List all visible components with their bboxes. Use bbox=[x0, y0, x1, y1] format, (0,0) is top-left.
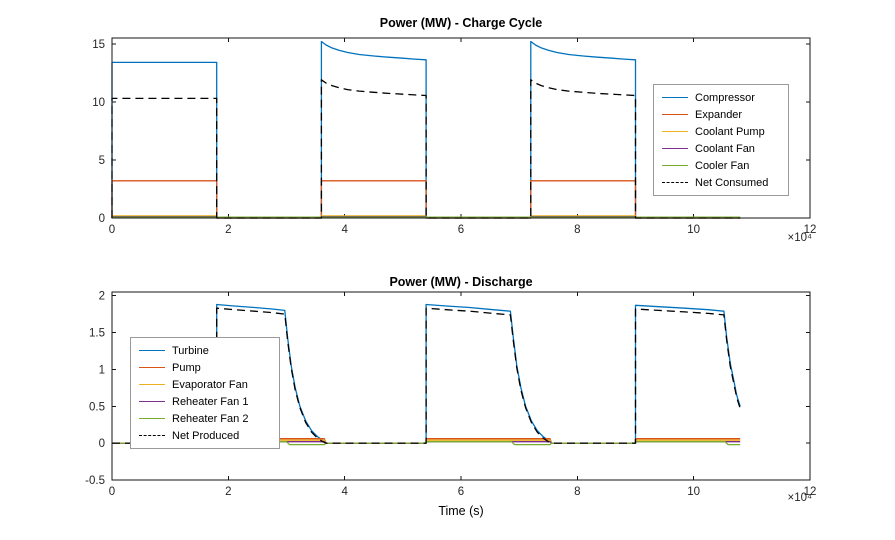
legend-line-sample bbox=[662, 182, 688, 183]
svg-text:6: 6 bbox=[458, 224, 464, 236]
legend-line-sample bbox=[139, 367, 165, 368]
legend-line-sample bbox=[662, 148, 688, 149]
svg-text:12: 12 bbox=[804, 486, 817, 498]
legend-line-sample bbox=[662, 114, 688, 115]
legend-item: Cooler Fan bbox=[662, 159, 780, 172]
legend-line-sample bbox=[139, 384, 165, 385]
legend-line-sample bbox=[139, 418, 165, 419]
discharge-chart-title: Power (MW) - Discharge bbox=[389, 275, 533, 289]
legend-item: Coolant Fan bbox=[662, 142, 780, 155]
svg-text:10: 10 bbox=[687, 224, 700, 236]
svg-text:5: 5 bbox=[99, 155, 105, 167]
legend-label: Evaporator Fan bbox=[172, 378, 248, 391]
discharge-x-axis-multiplier: ×10⁴ bbox=[787, 492, 812, 504]
legend-line-sample bbox=[662, 97, 688, 98]
svg-text:1.5: 1.5 bbox=[89, 328, 105, 340]
legend-item: Reheater Fan 2 bbox=[139, 412, 271, 425]
legend-item: Expander bbox=[662, 108, 780, 121]
charge-chart-title: Power (MW) - Charge Cycle bbox=[379, 16, 543, 30]
legend-item: Pump bbox=[139, 361, 271, 374]
legend-item: Net Produced bbox=[139, 429, 271, 442]
svg-text:6: 6 bbox=[458, 486, 464, 498]
svg-text:1: 1 bbox=[99, 364, 105, 376]
svg-text:2: 2 bbox=[99, 291, 105, 303]
legend-label: Reheater Fan 1 bbox=[172, 395, 249, 408]
legend-label: Pump bbox=[172, 361, 201, 374]
discharge-legend: Turbine Pump Evaporator Fan Reheater Fan… bbox=[130, 337, 280, 449]
svg-text:2: 2 bbox=[225, 486, 231, 498]
legend-item: Coolant Pump bbox=[662, 125, 780, 138]
svg-text:8: 8 bbox=[574, 486, 580, 498]
svg-text:0: 0 bbox=[99, 438, 105, 450]
charge-legend: Compressor Expander Coolant Pump Coolant… bbox=[653, 84, 789, 196]
legend-item: Compressor bbox=[662, 91, 780, 104]
svg-text:8: 8 bbox=[574, 224, 580, 236]
legend-line-sample bbox=[662, 165, 688, 166]
legend-item: Net Consumed bbox=[662, 176, 780, 189]
legend-item: Turbine bbox=[139, 344, 271, 357]
legend-label: Turbine bbox=[172, 344, 209, 357]
svg-text:0: 0 bbox=[99, 213, 105, 225]
svg-text:0: 0 bbox=[109, 486, 115, 498]
svg-text:12: 12 bbox=[804, 224, 817, 236]
legend-item: Evaporator Fan bbox=[139, 378, 271, 391]
svg-text:10: 10 bbox=[687, 486, 700, 498]
legend-line-sample bbox=[139, 401, 165, 402]
legend-label: Coolant Pump bbox=[695, 125, 765, 138]
legend-line-sample bbox=[139, 350, 165, 351]
legend-line-sample bbox=[662, 131, 688, 132]
legend-label: Cooler Fan bbox=[695, 159, 750, 172]
svg-text:0: 0 bbox=[109, 224, 115, 236]
legend-line-sample bbox=[139, 435, 165, 436]
legend-label: Net Produced bbox=[172, 429, 240, 442]
svg-text:2: 2 bbox=[225, 224, 231, 236]
svg-text:4: 4 bbox=[341, 486, 348, 498]
legend-label: Coolant Fan bbox=[695, 142, 755, 155]
svg-text:0.5: 0.5 bbox=[89, 401, 105, 413]
x-axis-label: Time (s) bbox=[438, 504, 484, 518]
legend-label: Expander bbox=[695, 108, 743, 121]
discharge-chart: Power (MW) - Discharge 0 2 4 6 8 10 12 -0.5 0 0.5… bbox=[0, 270, 895, 540]
legend-item: Reheater Fan 1 bbox=[139, 395, 271, 408]
svg-text:4: 4 bbox=[341, 224, 348, 236]
legend-label: Reheater Fan 2 bbox=[172, 412, 249, 425]
legend-label: Compressor bbox=[695, 91, 755, 104]
charge-cycle-chart: Power (MW) - Charge Cycle 0 2 4 6 8 10 12 0 5 10 1… bbox=[92, 16, 817, 244]
legend-label: Net Consumed bbox=[695, 176, 769, 189]
svg-text:15: 15 bbox=[92, 39, 105, 51]
svg-text:10: 10 bbox=[92, 97, 105, 109]
svg-text:-0.5: -0.5 bbox=[85, 475, 105, 487]
charge-x-axis-multiplier: ×10⁴ bbox=[787, 232, 812, 244]
